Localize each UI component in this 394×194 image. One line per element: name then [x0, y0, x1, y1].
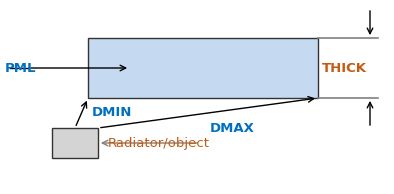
Bar: [88, 38, 318, 98]
Text: PML: PML: [5, 61, 37, 74]
Text: THICK: THICK: [322, 61, 367, 74]
Text: Radiator/object: Radiator/object: [108, 137, 210, 150]
Text: DMIN: DMIN: [92, 106, 132, 119]
Bar: [52, 128, 98, 158]
Text: DMAX: DMAX: [210, 121, 255, 134]
